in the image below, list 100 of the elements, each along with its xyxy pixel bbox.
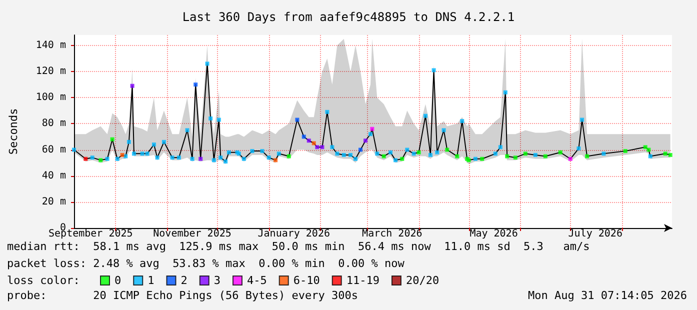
point <box>115 156 120 161</box>
chart-title: Last 360 Days from aafef9c48895 to DNS 4.2.2.1 <box>182 10 515 24</box>
point <box>473 156 478 161</box>
y-tick-label: 20 m <box>42 196 66 208</box>
point <box>185 128 190 132</box>
point <box>342 152 346 157</box>
point <box>568 156 572 161</box>
x-tick-label: January 2026 <box>258 228 330 240</box>
y-tick-label: 100 m <box>36 92 66 104</box>
point <box>170 156 174 160</box>
point <box>155 156 160 160</box>
point <box>224 159 228 164</box>
point <box>132 152 136 156</box>
legend-label: 0 <box>114 274 122 287</box>
point <box>498 145 502 150</box>
point <box>84 156 88 161</box>
point <box>266 156 271 160</box>
point <box>190 156 194 161</box>
point <box>226 150 231 154</box>
point <box>90 156 94 160</box>
point <box>663 152 668 156</box>
point <box>320 145 324 150</box>
legend-label: 3 <box>214 274 220 287</box>
point <box>523 152 528 156</box>
point <box>194 82 198 87</box>
point <box>585 154 590 158</box>
legend-label: 4-5 <box>246 274 267 287</box>
point <box>445 148 450 152</box>
point <box>668 152 672 157</box>
x-tick-label: March 2026 <box>362 228 422 240</box>
point <box>205 62 210 66</box>
point <box>152 142 156 147</box>
y-tick-label: 140 m <box>36 40 66 51</box>
point <box>126 140 131 144</box>
point <box>312 141 316 146</box>
point <box>460 119 464 124</box>
point <box>354 156 358 161</box>
point <box>648 154 652 158</box>
point <box>315 145 320 150</box>
point <box>260 149 264 154</box>
point <box>358 148 363 152</box>
point <box>412 152 416 156</box>
point <box>643 145 648 150</box>
legend-label: 6-10 <box>293 274 320 287</box>
x-tick-label: November 2025 <box>153 228 232 240</box>
point <box>140 152 144 156</box>
point <box>558 150 562 154</box>
point <box>393 158 398 162</box>
point <box>330 145 334 150</box>
point <box>368 132 372 136</box>
y-tick-label: 40 m <box>42 170 66 182</box>
point <box>98 158 103 162</box>
point <box>274 158 278 162</box>
point <box>276 152 281 156</box>
point <box>216 118 221 122</box>
point <box>348 152 353 157</box>
point <box>162 140 166 144</box>
legend-label: 1 <box>148 274 154 287</box>
text: probe: 20 ICMP Echo Pings (56 Bytes) every 300s <box>7 289 358 302</box>
point <box>503 90 508 94</box>
legend-label: 20/20 <box>406 274 440 287</box>
point <box>218 156 223 160</box>
point <box>480 156 484 161</box>
point <box>543 154 548 158</box>
point <box>432 68 436 72</box>
point <box>580 118 584 122</box>
point <box>388 150 392 154</box>
point <box>576 146 581 150</box>
point <box>130 84 134 88</box>
point <box>335 152 340 156</box>
x-tick-label: July 2026 <box>568 228 622 240</box>
point <box>442 128 446 132</box>
text: median rtt: 58.1 ms avg 125.9 ms max 50.0 ms min 56.4 ms now 11.0 ms sd 5.3 am/s <box>7 240 590 253</box>
legend-label: 2 <box>180 274 188 287</box>
legend-label: 11-19 <box>346 274 380 287</box>
y-tick-label: 60 m <box>42 144 66 156</box>
text: Mon Aug 31 07:14:05 2026 <box>528 289 687 302</box>
point <box>286 154 291 158</box>
point <box>533 152 538 157</box>
point <box>212 158 216 162</box>
y-tick-label: 80 m <box>42 118 66 130</box>
point <box>198 156 203 161</box>
point <box>72 148 76 152</box>
point <box>242 156 246 161</box>
point <box>416 150 421 154</box>
point <box>623 149 628 154</box>
point <box>423 114 428 118</box>
point <box>105 156 110 161</box>
point <box>176 156 181 160</box>
point <box>364 138 368 143</box>
point <box>493 152 498 156</box>
y-tick-label: 120 m <box>36 66 66 78</box>
point <box>455 154 460 158</box>
x-tick-label: May 2026 <box>470 228 518 240</box>
x-tick-label: September 2025 <box>48 228 133 240</box>
point <box>208 116 213 120</box>
point <box>370 126 374 131</box>
point <box>428 152 432 157</box>
point <box>646 148 651 152</box>
point <box>375 152 380 156</box>
